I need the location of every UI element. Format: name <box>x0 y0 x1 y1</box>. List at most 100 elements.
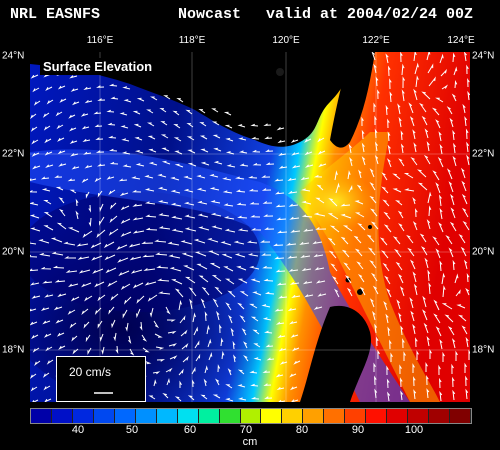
vector-legend-label: 20 cm/s <box>69 365 112 379</box>
current-vector <box>122 164 132 168</box>
current-vector <box>419 233 427 243</box>
current-vector <box>264 136 273 140</box>
current-vector <box>108 189 116 196</box>
colorbar-swatch <box>219 409 241 423</box>
current-vector <box>431 107 440 116</box>
current-vector <box>299 241 310 245</box>
current-vector <box>300 177 310 181</box>
current-vector <box>75 198 79 207</box>
current-vector <box>419 102 427 113</box>
current-vector <box>266 357 275 361</box>
current-vector <box>30 126 38 132</box>
current-vector <box>289 386 298 391</box>
current-vector <box>186 123 194 128</box>
current-vector <box>237 384 246 388</box>
current-vector <box>196 263 208 270</box>
current-vector <box>467 90 470 101</box>
current-vector <box>440 68 447 77</box>
current-vector <box>237 228 249 232</box>
current-vector <box>71 335 78 342</box>
current-vector <box>278 165 288 169</box>
current-vector <box>328 250 337 259</box>
current-vector <box>200 161 210 166</box>
current-vector <box>77 256 90 260</box>
current-vector <box>441 303 453 310</box>
current-vector <box>213 147 222 152</box>
lat-tick-left-24: 24°N <box>2 50 25 62</box>
current-vector <box>250 123 259 127</box>
current-vector <box>235 176 245 180</box>
current-vector <box>70 296 80 302</box>
current-vector <box>253 343 261 348</box>
current-vector <box>169 355 178 360</box>
current-vector <box>170 176 180 181</box>
lon-tick-124: 124°E <box>447 35 475 46</box>
current-vector <box>212 134 221 139</box>
current-vector <box>402 338 405 349</box>
current-vector <box>466 154 470 166</box>
island <box>276 68 284 76</box>
current-vector <box>239 163 249 167</box>
current-vector <box>409 259 416 270</box>
warm-core <box>295 172 375 232</box>
current-vector <box>346 287 353 297</box>
current-vector <box>41 188 51 192</box>
current-vector <box>179 315 186 324</box>
current-vector <box>148 148 157 153</box>
current-vector <box>449 221 457 232</box>
current-vector <box>158 213 170 217</box>
current-vector <box>421 91 431 100</box>
current-vector <box>111 319 116 329</box>
current-vector <box>248 188 259 192</box>
current-vector <box>452 259 456 271</box>
colorbar-label-50: 50 <box>125 424 139 436</box>
current-vector <box>134 136 143 141</box>
current-vector <box>446 168 453 180</box>
current-vector <box>186 136 195 141</box>
current-vector <box>235 189 246 193</box>
current-vector <box>287 255 298 259</box>
current-vector <box>422 309 428 321</box>
current-vector <box>262 265 273 269</box>
current-vector <box>304 164 314 168</box>
current-vector <box>193 326 198 336</box>
current-vector <box>70 88 79 92</box>
current-vector <box>200 148 209 153</box>
current-vector <box>115 345 119 355</box>
current-vector <box>148 395 156 400</box>
current-vector <box>209 187 220 191</box>
current-vector <box>142 347 150 353</box>
current-vector <box>400 377 403 388</box>
current-vector <box>343 262 351 271</box>
current-vector <box>31 334 39 340</box>
current-vector <box>183 201 195 206</box>
current-vector <box>237 124 246 128</box>
current-vector <box>451 363 454 375</box>
current-vector <box>461 325 468 335</box>
current-vector <box>385 53 389 64</box>
current-vector <box>427 63 434 74</box>
current-vector <box>291 165 301 169</box>
current-vector <box>251 149 261 153</box>
current-vector <box>209 262 221 269</box>
current-vector <box>389 339 392 350</box>
current-vector <box>264 330 273 334</box>
lat-tick-right-20: 20°N <box>472 246 495 258</box>
current-vector <box>441 272 446 285</box>
current-vector <box>261 253 272 256</box>
current-vector <box>263 123 272 127</box>
current-vector <box>180 240 193 245</box>
current-vector <box>65 270 78 273</box>
current-vector <box>90 242 102 249</box>
current-vector <box>340 203 351 207</box>
current-vector <box>447 326 455 336</box>
current-vector <box>426 335 430 347</box>
current-vector <box>212 394 221 399</box>
current-vector <box>373 63 377 74</box>
current-vector <box>174 288 184 298</box>
current-vector <box>453 142 456 154</box>
current-vector <box>182 356 189 363</box>
current-vector <box>78 269 91 274</box>
current-vector <box>262 317 272 321</box>
current-vector <box>313 174 323 178</box>
